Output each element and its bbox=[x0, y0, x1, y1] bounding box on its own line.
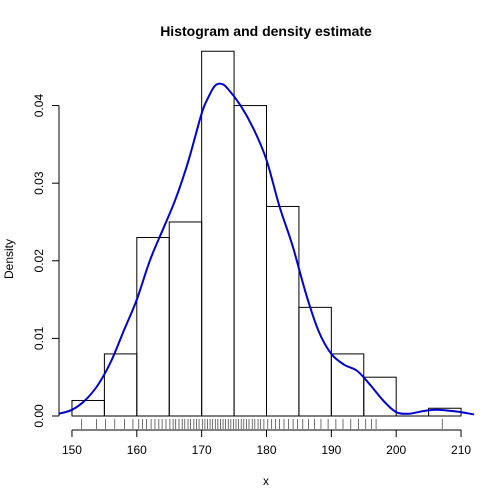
histogram-bar-6 bbox=[266, 205, 300, 417]
histogram-bar-5 bbox=[233, 105, 267, 417]
histogram-bar-4 bbox=[201, 50, 235, 417]
x-tick-label: 200 bbox=[386, 443, 406, 457]
y-axis-label: Density bbox=[2, 239, 16, 279]
x-tick-label: 170 bbox=[192, 443, 212, 457]
histogram-bar-2 bbox=[136, 237, 170, 417]
y-axis: 0.00 0.01 0.02 0.03 0.04 bbox=[32, 94, 60, 428]
histogram-bar-8 bbox=[330, 353, 365, 417]
x-tick-label: 150 bbox=[62, 443, 82, 457]
x-axis: 150 160 170 180 190 200 210 bbox=[62, 429, 471, 457]
y-tick-label: 0.00 bbox=[32, 404, 46, 428]
y-tick-label: 0.01 bbox=[32, 326, 46, 350]
x-tick-label: 190 bbox=[321, 443, 341, 457]
x-tick-label: 160 bbox=[127, 443, 147, 457]
histogram-bar-9 bbox=[363, 376, 397, 417]
density-curve bbox=[58, 82, 475, 416]
histogram-bar-0 bbox=[71, 399, 105, 417]
rug-marks bbox=[81, 419, 443, 429]
x-tick-label: 210 bbox=[451, 443, 471, 457]
x-axis-label: x bbox=[263, 474, 269, 488]
y-tick-label: 0.04 bbox=[32, 94, 46, 118]
histogram-bar-3 bbox=[168, 221, 203, 417]
y-tick-label: 0.02 bbox=[32, 249, 46, 273]
y-tick-label: 0.03 bbox=[32, 171, 46, 195]
x-tick-label: 180 bbox=[256, 443, 276, 457]
histogram-bars bbox=[71, 50, 462, 417]
chart-title: Histogram and density estimate bbox=[160, 23, 372, 39]
